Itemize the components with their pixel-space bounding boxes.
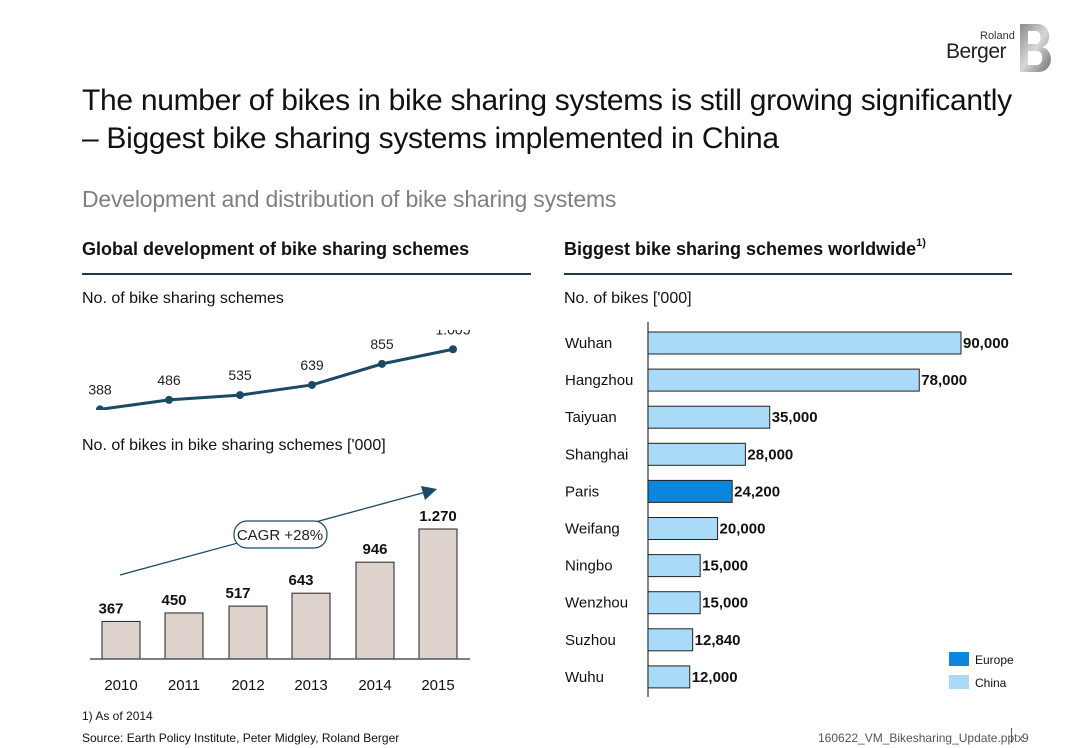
schemes-line-chart: 388 486 535 639 855 1.005 — [88, 330, 471, 410]
city-value-taiyuan: 35,000 — [772, 409, 818, 426]
page-separator — [1011, 728, 1012, 743]
schemes-point-2011 — [165, 395, 173, 404]
schemes-label-2011: 486 — [157, 372, 181, 388]
schemes-point-2013 — [308, 380, 316, 389]
year-tick-2010: 2010 — [104, 677, 137, 694]
schemes-axis-label: No. of bike sharing schemes — [82, 290, 284, 307]
city-label-paris: Paris — [565, 483, 599, 500]
bikes-axis-label: No. of bikes in bike sharing schemes ['0… — [82, 437, 386, 454]
page-number: 9 — [1022, 731, 1029, 745]
page-title: The number of bikes in bike sharing syst… — [82, 84, 1012, 155]
bikes-value-2013: 643 — [288, 572, 313, 589]
schemes-label-2010: 388 — [88, 381, 112, 397]
city-label-wuhu: Wuhu — [565, 669, 604, 686]
city-bar-paris — [647, 479, 733, 503]
year-tick-2013: 2013 — [294, 677, 327, 694]
city-label-wuhan: Wuhan — [565, 335, 612, 352]
city-value-paris: 24,200 — [734, 483, 780, 500]
cities-hbar-chart: Wuhan 90,000 Hangzhou 78,000 Taiyuan 35,000 Sh… — [565, 322, 1014, 697]
logo-text-berger: Berger — [946, 40, 1007, 63]
city-bar-taiyuan — [647, 405, 771, 429]
right-heading-rule — [564, 273, 1012, 275]
schemes-point-2012 — [236, 391, 244, 400]
city-label-suzhou: Suzhou — [565, 632, 616, 649]
city-value-ningbo: 15,000 — [702, 558, 748, 575]
year-tick-2011: 2011 — [168, 677, 200, 694]
cagr-label: CAGR +28% — [237, 527, 323, 544]
right-heading-text: Biggest bike sharing schemes worldwide — [564, 239, 917, 259]
bikes-bar-2012 — [228, 605, 268, 660]
city-label-wenzhou: Wenzhou — [565, 595, 628, 612]
schemes-label-2012: 535 — [228, 367, 252, 383]
city-label-shanghai: Shanghai — [565, 446, 628, 463]
city-bar-weifang — [647, 517, 719, 540]
city-bar-hangzhou — [647, 368, 920, 392]
city-value-weifang: 20,000 — [720, 521, 766, 538]
city-value-shanghai: 28,000 — [747, 446, 793, 463]
legend-swatch-europe — [949, 652, 969, 666]
bikes-value-2014: 946 — [362, 541, 387, 558]
page-subtitle: Development and distribution of bike sha… — [82, 186, 617, 212]
bikes-bar-2015 — [418, 528, 458, 660]
schemes-point-2015 — [449, 345, 457, 354]
logo-text-roland: Roland — [980, 30, 1015, 42]
bikes-bar-chart: CAGR +28% 367 2010 450 2011 517 2012 643 2013 946… — [90, 486, 470, 694]
roland-berger-b-logo-icon — [1020, 24, 1051, 72]
city-label-ningbo: Ningbo — [565, 558, 613, 575]
bikes-bar-2011 — [164, 612, 204, 660]
bikes-bar-2014 — [355, 561, 395, 660]
city-value-wuhan: 90,000 — [963, 335, 1009, 352]
city-bar-suzhou — [647, 628, 694, 652]
bikes-value-2015: 1.270 — [419, 508, 457, 525]
right-axis-label: No. of bikes ['000] — [564, 290, 692, 307]
year-tick-2012: 2012 — [231, 677, 264, 694]
city-bar-ningbo — [647, 554, 701, 578]
file-id: 160622_VM_Bikesharing_Update.pptx — [818, 731, 1024, 745]
city-value-suzhou: 12,840 — [695, 632, 741, 649]
city-value-wuhu: 12,000 — [692, 669, 738, 686]
city-label-taiyuan: Taiyuan — [565, 409, 617, 426]
right-heading-sup: 1) — [916, 237, 926, 249]
left-heading-rule — [82, 273, 531, 275]
city-bar-wuhu — [647, 665, 691, 689]
bikes-value-2012: 517 — [225, 585, 250, 602]
bikes-bar-2010 — [101, 620, 141, 660]
city-label-weifang: Weifang — [565, 521, 620, 538]
schemes-series-line — [99, 347, 454, 410]
schemes-point-2014 — [378, 359, 386, 368]
legend-label-china: China — [975, 676, 1007, 690]
city-bar-shanghai — [647, 442, 746, 466]
city-bar-wenzhou — [647, 591, 701, 615]
year-tick-2014: 2014 — [358, 677, 391, 694]
schemes-label-2013: 639 — [300, 357, 324, 373]
footnote: 1) As of 2014 — [82, 709, 153, 723]
bikes-value-2010: 367 — [98, 600, 123, 617]
legend-label-europe: Europe — [975, 653, 1014, 667]
cagr-bubble — [233, 520, 328, 549]
year-tick-2015: 2015 — [421, 677, 454, 694]
schemes-label-2014: 855 — [370, 336, 394, 352]
cagr-arrow-head-icon — [421, 486, 437, 500]
city-value-hangzhou: 78,000 — [921, 372, 967, 389]
legend-swatch-china — [949, 675, 969, 689]
schemes-point-2010 — [96, 405, 104, 410]
bikes-bar-2013 — [291, 592, 331, 660]
source-note: Source: Earth Policy Institute, Peter Mi… — [82, 731, 400, 745]
schemes-label-2015: 1.005 — [435, 330, 470, 337]
right-section-heading: Biggest bike sharing schemes worldwide1) — [564, 237, 926, 260]
city-bar-wuhan — [647, 331, 962, 355]
left-section-heading: Global development of bike sharing schem… — [82, 239, 470, 259]
bikes-value-2011: 450 — [161, 592, 186, 609]
city-label-hangzhou: Hangzhou — [565, 372, 633, 389]
city-value-wenzhou: 15,000 — [702, 595, 748, 612]
